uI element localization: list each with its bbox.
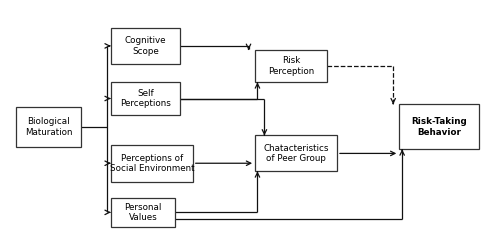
Text: Biological
Maturation: Biological Maturation: [25, 117, 72, 136]
Text: Perceptions of
Social Environment: Perceptions of Social Environment: [110, 154, 194, 173]
FancyBboxPatch shape: [255, 50, 327, 82]
FancyBboxPatch shape: [399, 104, 478, 149]
FancyBboxPatch shape: [111, 145, 193, 182]
Text: Chatacteristics
of Peer Group: Chatacteristics of Peer Group: [263, 144, 328, 163]
FancyBboxPatch shape: [111, 28, 180, 64]
Text: Risk
Perception: Risk Perception: [268, 56, 314, 76]
Text: Self
Perceptions: Self Perceptions: [120, 89, 171, 108]
FancyBboxPatch shape: [255, 135, 337, 171]
Text: Cognitive
Scope: Cognitive Scope: [125, 36, 166, 56]
Text: Personal
Values: Personal Values: [124, 203, 162, 222]
FancyBboxPatch shape: [111, 82, 180, 115]
FancyBboxPatch shape: [16, 107, 81, 147]
FancyBboxPatch shape: [111, 198, 176, 227]
Text: Risk-Taking
Behavior: Risk-Taking Behavior: [411, 117, 467, 136]
